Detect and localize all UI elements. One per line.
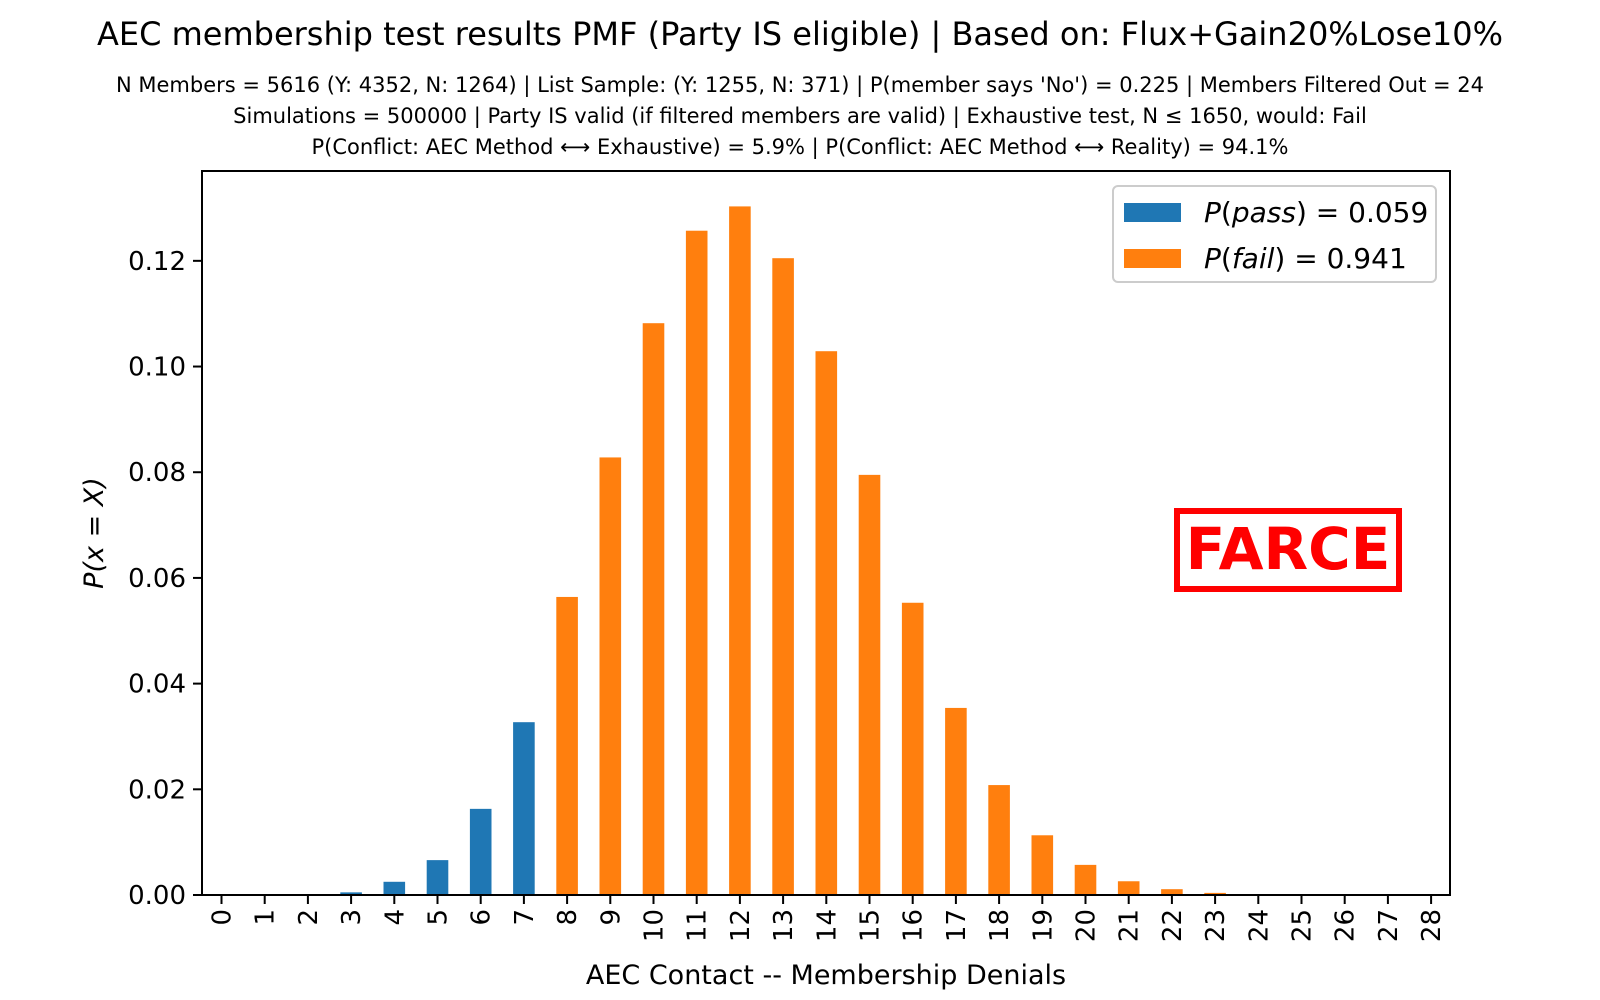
bar-13	[772, 258, 794, 895]
farce-stamp-box	[1174, 508, 1402, 592]
bar-4	[383, 881, 406, 895]
bar-22	[1161, 889, 1183, 895]
bar-15	[858, 474, 881, 895]
x-tick-label: 28	[1417, 909, 1447, 942]
y-axis-ticks: 0.00 0.02 0.04 0.06 0.08 0.10 0.12	[128, 247, 202, 911]
bar-17	[945, 707, 967, 895]
bar-21	[1117, 881, 1140, 895]
x-tick-label: 0	[208, 909, 238, 926]
x-tick-label: 2	[294, 909, 324, 926]
bar-11	[685, 230, 708, 895]
x-tick-label: 24	[1244, 909, 1274, 942]
bar-19	[1031, 835, 1054, 895]
chart-title: AEC membership test results PMF (Party I…	[96, 15, 1504, 53]
chart-subtitle-line-3: P(Conflict: AEC Method ⟷ Exhaustive) = 5…	[311, 135, 1289, 159]
bar-23	[1204, 892, 1226, 895]
x-axis-ticks: 0 1 2 3 4 5 6 7 8 9 10 11 12 13 14 15 16 17 18 19 20 21 22 23 24…	[208, 895, 1447, 942]
x-tick-label: 17	[942, 909, 972, 942]
chart-subtitle-line-2: Simulations = 500000 | Party IS valid (i…	[233, 104, 1367, 128]
legend: P(pass) = 0.059 P(fail) = 0.941	[1112, 185, 1437, 283]
x-tick-label: 23	[1201, 909, 1231, 942]
x-tick-label: 3	[337, 909, 367, 926]
x-tick-label: 7	[510, 909, 540, 926]
x-axis-label: AEC Contact -- Membership Denials	[586, 960, 1066, 991]
x-tick-label: 13	[769, 909, 799, 942]
y-tick-label: 0.08	[128, 458, 186, 488]
bar-9	[599, 457, 622, 895]
bar-20	[1074, 864, 1097, 895]
x-tick-label: 15	[856, 909, 886, 942]
legend-label-pass: P(pass) = 0.059	[1204, 196, 1428, 229]
x-tick-label: 12	[726, 909, 756, 942]
y-tick-label: 0.00	[128, 881, 186, 911]
x-tick-label: 14	[812, 909, 842, 942]
x-tick-label: 11	[683, 909, 713, 942]
bar-10	[642, 323, 665, 895]
x-tick-label: 6	[467, 909, 497, 926]
x-tick-label: 20	[1072, 909, 1102, 942]
chart-subtitle-line-1: N Members = 5616 (Y: 4352, N: 1264) | Li…	[116, 73, 1484, 97]
y-tick-label: 0.12	[128, 247, 186, 277]
x-tick-label: 21	[1115, 909, 1145, 942]
bar-8	[556, 596, 578, 895]
y-axis-label: P(x = X)	[79, 477, 110, 589]
bars-group	[297, 206, 1270, 896]
x-tick-label: 19	[1028, 909, 1058, 942]
y-tick-label: 0.06	[128, 564, 186, 594]
bar-5	[426, 860, 449, 895]
x-tick-label: 5	[424, 909, 454, 926]
x-tick-label: 25	[1288, 909, 1318, 942]
bar-18	[988, 785, 1010, 895]
x-tick-label: 22	[1158, 909, 1188, 942]
y-tick-label: 0.04	[128, 670, 186, 700]
x-tick-label: 4	[380, 909, 410, 926]
legend-label-fail: P(fail) = 0.941	[1204, 242, 1407, 275]
bar-16	[901, 602, 924, 895]
x-tick-label: 1	[251, 909, 281, 926]
legend-swatch-pass	[1124, 203, 1181, 222]
x-tick-label: 10	[640, 909, 670, 942]
legend-box	[1112, 185, 1437, 283]
x-tick-label: 8	[553, 909, 583, 926]
x-tick-label: 9	[596, 909, 626, 926]
farce-stamp: FARCE	[1174, 508, 1402, 592]
x-tick-label: 18	[985, 909, 1015, 942]
x-tick-label: 26	[1331, 909, 1361, 942]
bar-12	[729, 206, 751, 896]
x-tick-label: 27	[1374, 909, 1404, 942]
y-tick-label: 0.02	[128, 775, 186, 805]
legend-swatch-fail	[1124, 249, 1181, 268]
bar-6	[469, 808, 492, 895]
bar-14	[815, 351, 838, 896]
bar-7	[513, 722, 535, 895]
bar-3	[340, 892, 362, 895]
y-tick-label: 0.10	[128, 353, 186, 383]
farce-stamp-text: FARCE	[1186, 515, 1391, 583]
x-tick-label: 16	[899, 909, 929, 942]
